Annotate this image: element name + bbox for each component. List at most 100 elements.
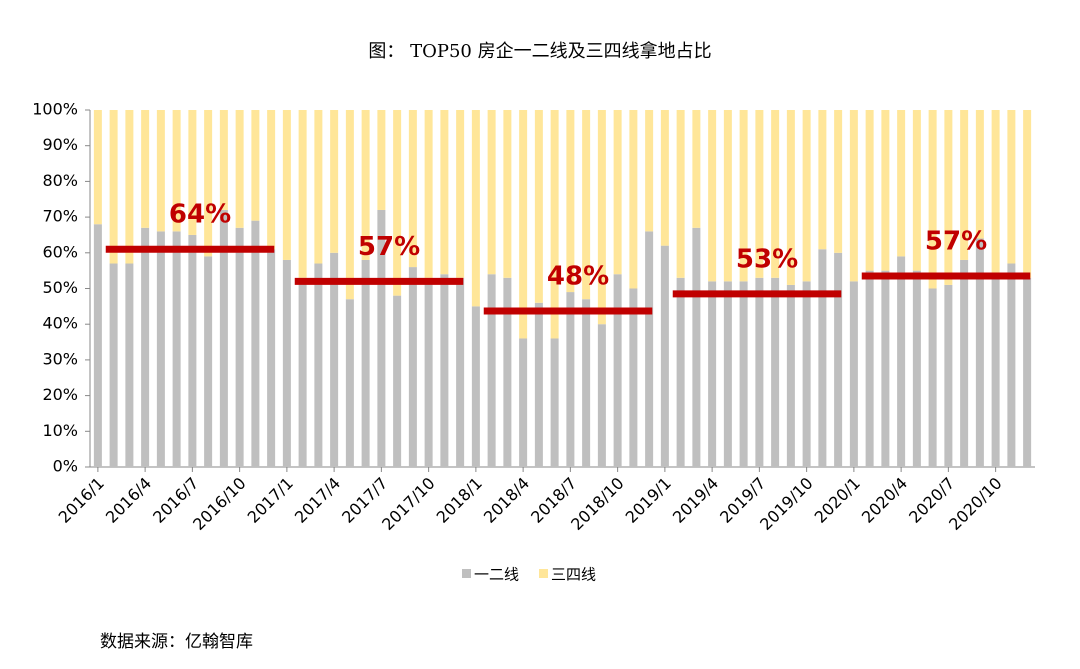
bar-segment <box>928 288 937 467</box>
bar-segment <box>534 110 543 303</box>
bar-segment <box>991 110 1000 278</box>
bar-segment <box>771 110 780 278</box>
bar-segment <box>204 256 213 467</box>
bar-segment <box>156 110 165 232</box>
bar-segment <box>676 110 685 278</box>
bar-segment <box>566 110 575 293</box>
bar-segment <box>755 277 764 467</box>
bar-segment <box>597 110 606 325</box>
bar-segment <box>849 281 858 467</box>
bar-segment <box>960 110 969 260</box>
bar-segment <box>125 263 134 467</box>
bar-segment <box>125 110 134 264</box>
bar-segment <box>676 277 685 467</box>
bar-segment <box>881 270 890 467</box>
bar-segment <box>818 110 827 250</box>
x-tick-label: 2019/10 <box>756 474 816 534</box>
bar-segment <box>960 259 969 467</box>
bar-segment <box>393 295 402 467</box>
bar-segment <box>944 110 953 285</box>
bar-segment <box>613 110 622 275</box>
bar-segment <box>282 259 291 467</box>
bar-segment <box>645 110 654 232</box>
bar-segment <box>361 259 370 467</box>
bar-segment <box>818 249 827 467</box>
bar-segment <box>597 324 606 467</box>
bar-segment <box>345 110 354 300</box>
bar-segment <box>487 110 496 275</box>
x-tick-label: 2016/4 <box>102 474 155 527</box>
bar-segment <box>660 245 669 467</box>
x-tick-label: 2020/10 <box>945 474 1005 534</box>
bar-segment <box>93 224 102 467</box>
annotation-label: 57% <box>925 227 987 257</box>
x-tick-label: 2017/1 <box>244 474 297 527</box>
annotation-label: 57% <box>358 232 420 262</box>
bar-segment <box>440 110 449 275</box>
bar-segment <box>834 252 843 467</box>
bar-segment <box>93 110 102 225</box>
bar-segment <box>912 110 921 271</box>
bar-segment <box>975 110 984 239</box>
bar-segment <box>786 284 795 467</box>
bar-segment <box>345 299 354 467</box>
bar-segment <box>141 110 150 228</box>
y-tick-label: 10% <box>42 421 78 440</box>
bar-segment <box>629 288 638 467</box>
bar-segment <box>377 110 386 210</box>
bar-segment <box>755 110 764 278</box>
bar-segment <box>471 306 480 467</box>
bar-segment <box>235 110 244 228</box>
bar-segment <box>251 110 260 221</box>
bar-segment <box>897 256 906 467</box>
bar-segment <box>692 227 701 467</box>
bar-segment <box>692 110 701 228</box>
bar-segment <box>408 110 417 268</box>
bar-segment <box>629 110 638 289</box>
bar-segment <box>219 110 228 210</box>
x-tick-label: 2017/10 <box>378 474 438 534</box>
bar-segment <box>141 227 150 467</box>
bar-segment <box>550 110 559 339</box>
bar-segment <box>456 277 465 467</box>
bar-segment <box>660 110 669 246</box>
y-tick-label: 30% <box>42 349 78 368</box>
bar-segment <box>298 110 307 278</box>
bar-segment <box>109 110 118 264</box>
bar-segment <box>235 227 244 467</box>
bar-segment <box>503 110 512 278</box>
bar-segment <box>865 270 874 467</box>
bar-segment <box>739 281 748 467</box>
legend-swatch <box>462 569 471 578</box>
bar-segment <box>487 274 496 467</box>
bar-segment <box>865 110 874 271</box>
bar-segment <box>881 110 890 271</box>
bar-segment <box>393 110 402 296</box>
annotation-label: 53% <box>736 244 798 274</box>
x-tick-label: 2019/1 <box>622 474 675 527</box>
chart-title: 图： TOP50 房企一二线及三四线拿地占比 <box>368 40 711 62</box>
bar-segment <box>471 110 480 307</box>
bar-segment <box>456 110 465 278</box>
bar-segment <box>440 274 449 467</box>
bar-segment <box>1007 110 1016 264</box>
bar-segment <box>109 263 118 467</box>
bar-segment <box>204 110 213 257</box>
annotation-label: 48% <box>547 261 609 291</box>
bar-segment <box>708 281 717 467</box>
y-tick-label: 40% <box>42 314 78 333</box>
x-tick-label: 2020/4 <box>858 474 911 527</box>
y-tick-label: 80% <box>42 171 78 190</box>
bar-segment <box>330 110 339 253</box>
bar-segment <box>377 209 386 467</box>
bar-segment <box>267 249 276 467</box>
bar-segment <box>361 110 370 260</box>
bar-segment <box>1023 277 1032 467</box>
bar-segment <box>519 338 528 467</box>
bar-segment <box>802 110 811 282</box>
bar-segment <box>613 274 622 467</box>
y-tick-label: 90% <box>42 135 78 154</box>
bar-segment <box>723 281 732 467</box>
bar-segment <box>424 110 433 278</box>
